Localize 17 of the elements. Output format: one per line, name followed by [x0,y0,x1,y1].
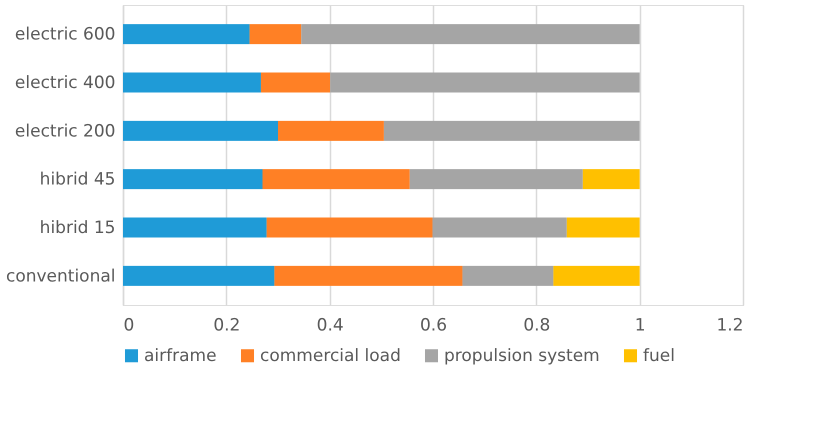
y-tick-label: hibrid 45 [40,170,116,190]
y-tick-label: electric 600 [14,24,116,45]
x-tick-label: 0.6 [420,316,448,336]
legend-label: airframe [144,346,217,366]
x-tick-label: 0.8 [523,316,550,336]
y-tick-label: hibrid 15 [40,218,116,238]
legend-label: fuel [643,346,675,366]
legend-label: commercial load [260,346,401,366]
x-tick-label: 0.4 [316,316,344,336]
x-tick-label: 0.2 [213,316,240,336]
x-tick-label: 0 [124,316,134,336]
x-tick-label: 1.2 [716,316,744,336]
y-tick-label: conventional [6,266,116,286]
y-tick-label: electric 400 [14,73,116,93]
x-tick-label: 1 [634,316,646,336]
legend-label: propulsion system [444,346,600,366]
y-tick-label: electric 200 [14,121,116,142]
